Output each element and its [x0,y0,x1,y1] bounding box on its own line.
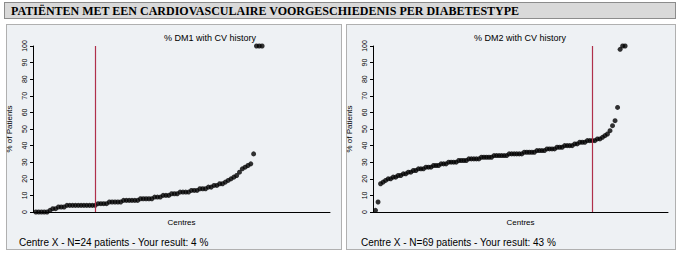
svg-text:70: 70 [21,92,28,100]
svg-text:10: 10 [21,191,28,199]
svg-text:Centres: Centres [506,218,534,227]
svg-text:90: 90 [361,59,368,67]
svg-text:80: 80 [21,75,28,83]
svg-text:% DM2 with CV history: % DM2 with CV history [474,33,567,43]
html-text:PATIËNTEN MET EEN CARDIOVASCUL: PATIËNTEN MET EEN CARDIOVASCULAIRE VOORG… [11,4,520,18]
svg-text:10: 10 [361,191,368,199]
svg-text:30: 30 [21,158,28,166]
svg-text:20: 20 [361,175,368,183]
svg-text:30: 30 [361,158,368,166]
svg-text:Centres: Centres [167,218,195,227]
svg-text:Centre X - N=69 patients - You: Centre X - N=69 patients - Your result: … [361,237,556,248]
svg-text:80: 80 [361,75,368,83]
svg-text:90: 90 [21,59,28,67]
svg-text:60: 60 [361,108,368,116]
svg-text:50: 50 [361,125,368,133]
svg-text:50: 50 [21,125,28,133]
svg-text:40: 40 [361,142,368,150]
svg-text:% DM1 with CV history: % DM1 with CV history [164,33,257,43]
svg-text:70: 70 [361,92,368,100]
svg-text:20: 20 [21,175,28,183]
svg-text:0: 0 [361,210,368,214]
svg-text:% of Patients: % of Patients [5,105,14,152]
svg-text:% of Patients: % of Patients [345,105,354,152]
svg-text:60: 60 [21,108,28,116]
svg-text:Centre X - N=24 patients - You: Centre X - N=24 patients - Your result: … [19,237,208,248]
svg-text:100: 100 [21,40,28,52]
svg-text:100: 100 [361,40,368,52]
svg-text:0: 0 [21,210,28,214]
svg-text:40: 40 [21,142,28,150]
